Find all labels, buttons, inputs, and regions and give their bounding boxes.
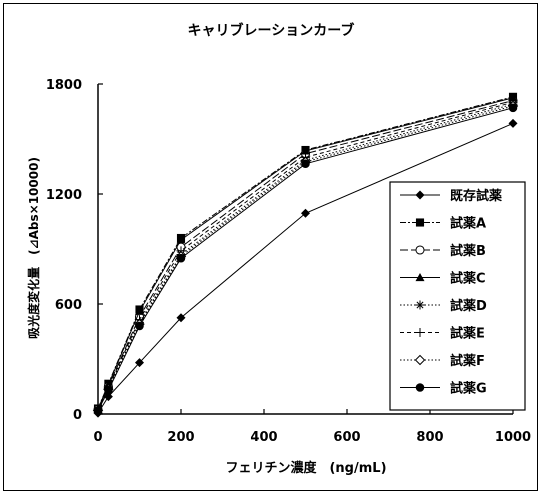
data-point xyxy=(135,322,144,331)
y-tick-label: 1800 xyxy=(46,78,82,93)
x-tick-label: 800 xyxy=(416,430,443,445)
legend-marker xyxy=(416,383,425,392)
legend-marker xyxy=(416,301,425,310)
y-axis-label: 吸光度変化量 (⊿Abs×10000) xyxy=(26,157,41,339)
data-point xyxy=(104,386,113,395)
legend-marker xyxy=(416,218,424,226)
y-tick-label: 1200 xyxy=(46,188,82,203)
data-point xyxy=(509,119,518,128)
x-axis-label: フェリチン濃度 (ng/mL) xyxy=(225,460,386,476)
data-point xyxy=(301,159,310,168)
data-point xyxy=(509,104,518,113)
legend-label: 試薬G xyxy=(450,381,487,397)
legend-label: 試薬C xyxy=(450,271,486,287)
y-tick-label: 600 xyxy=(55,298,82,313)
legend-label: 試薬B xyxy=(450,243,486,259)
legend-label: 試薬E xyxy=(450,326,485,342)
legend-label: 既存試薬 xyxy=(450,188,503,204)
legend-label: 試薬A xyxy=(450,216,486,232)
x-tick-label: 200 xyxy=(167,430,194,445)
y-tick-label: 0 xyxy=(73,408,82,423)
legend-label: 試薬F xyxy=(450,353,485,369)
x-tick-label: 0 xyxy=(93,430,102,445)
x-tick-label: 400 xyxy=(250,430,277,445)
x-tick-label: 600 xyxy=(333,430,360,445)
chart-title: キャリブレーションカーブ xyxy=(188,22,355,39)
x-tick-label: 1000 xyxy=(495,430,531,445)
data-point xyxy=(94,406,103,415)
legend-marker xyxy=(416,246,424,254)
data-point xyxy=(177,254,186,263)
legend: 既存試薬試薬A 試薬B 試薬C 試薬D 試薬E 試薬F 試薬G xyxy=(390,182,525,410)
legend-label: 試薬D xyxy=(450,298,487,314)
